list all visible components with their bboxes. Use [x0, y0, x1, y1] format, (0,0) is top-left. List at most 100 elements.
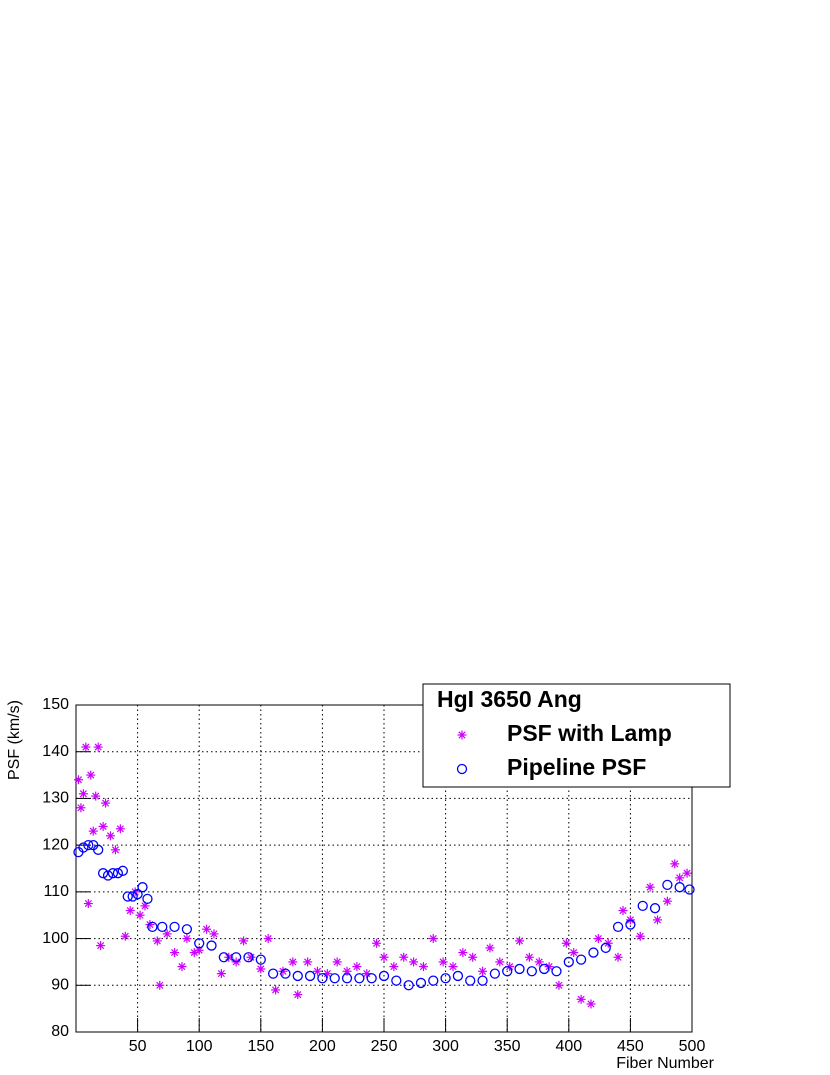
point-stroke — [676, 874, 684, 882]
point — [352, 962, 362, 972]
point-stroke — [126, 906, 134, 915]
point — [515, 936, 525, 946]
point — [152, 936, 162, 946]
point — [110, 845, 120, 855]
point-stroke — [429, 934, 437, 943]
point — [288, 957, 298, 967]
point — [98, 821, 108, 831]
point-stroke — [459, 949, 467, 957]
point — [418, 962, 428, 972]
point-stroke — [153, 937, 161, 945]
point — [267, 968, 279, 979]
legend-box — [422, 683, 731, 788]
point — [132, 889, 143, 900]
point — [137, 882, 148, 893]
point-stroke — [619, 906, 627, 915]
point-stroke — [570, 949, 578, 957]
point — [169, 921, 180, 933]
point — [675, 873, 685, 883]
legend-label: PSF with Lamp — [507, 720, 672, 746]
point-stroke — [183, 934, 191, 943]
point — [216, 969, 226, 979]
point-stroke — [439, 958, 447, 966]
point-stroke — [535, 958, 543, 966]
point — [379, 952, 389, 962]
point-stroke — [636, 932, 644, 940]
point — [73, 775, 83, 785]
y-tick-label: 110 — [43, 883, 69, 900]
point — [600, 942, 611, 954]
point-stroke — [486, 944, 494, 952]
point-stroke — [170, 949, 179, 957]
point — [588, 947, 599, 958]
point-stroke — [594, 934, 602, 943]
point-stroke — [343, 967, 351, 975]
point — [181, 924, 193, 935]
point — [255, 954, 266, 965]
point — [122, 891, 133, 902]
point — [684, 884, 695, 895]
point-stroke — [653, 916, 662, 924]
point — [170, 948, 180, 958]
point-stroke — [178, 963, 186, 971]
point-stroke — [506, 963, 514, 971]
point — [332, 957, 342, 967]
point-stroke — [74, 776, 83, 784]
point — [209, 929, 219, 939]
point — [83, 839, 94, 851]
point — [403, 980, 414, 991]
point-stroke — [79, 790, 87, 798]
point-stroke — [121, 932, 129, 940]
point — [86, 770, 96, 780]
point — [107, 868, 119, 879]
point — [303, 957, 313, 967]
point — [539, 963, 550, 975]
point-stroke — [562, 939, 570, 947]
point — [457, 730, 467, 740]
y-tick-label: 150 — [42, 696, 69, 713]
point — [468, 952, 478, 962]
x-tick-label: 400 — [555, 1038, 582, 1055]
point — [593, 934, 603, 944]
point-stroke — [94, 743, 102, 751]
point — [115, 824, 125, 834]
y-tick-label: 120 — [42, 836, 69, 853]
point — [366, 973, 377, 984]
point — [524, 952, 534, 962]
legend-title: HgI 3650 Ang — [437, 686, 582, 712]
point-stroke — [449, 963, 457, 971]
point-stroke — [294, 991, 302, 999]
x-tick-label: 200 — [309, 1038, 336, 1055]
point-stroke — [101, 799, 110, 807]
point — [97, 868, 109, 879]
point — [569, 948, 579, 958]
point — [101, 798, 111, 808]
point — [182, 934, 192, 944]
point — [78, 842, 89, 853]
point — [495, 957, 505, 967]
point — [96, 941, 106, 951]
point — [91, 791, 101, 801]
y-tick-label: 90 — [51, 977, 69, 994]
x-tick-label: 300 — [432, 1038, 459, 1055]
point-stroke — [363, 970, 371, 978]
point-stroke — [683, 869, 691, 877]
point — [127, 891, 138, 902]
point — [105, 831, 115, 841]
plot-frame — [75, 704, 693, 1033]
point-stroke — [111, 846, 119, 854]
x-tick-label: 500 — [679, 1038, 706, 1055]
point — [88, 826, 98, 836]
point-stroke — [671, 860, 679, 868]
point-stroke — [163, 930, 171, 938]
point — [438, 957, 448, 967]
point-stroke — [614, 953, 622, 961]
point — [489, 968, 501, 979]
point — [194, 938, 205, 949]
x-tick-label: 350 — [494, 1038, 521, 1055]
point — [292, 970, 303, 982]
point — [477, 975, 488, 986]
point — [649, 903, 661, 914]
point-stroke — [210, 930, 218, 938]
point-stroke — [353, 963, 361, 971]
